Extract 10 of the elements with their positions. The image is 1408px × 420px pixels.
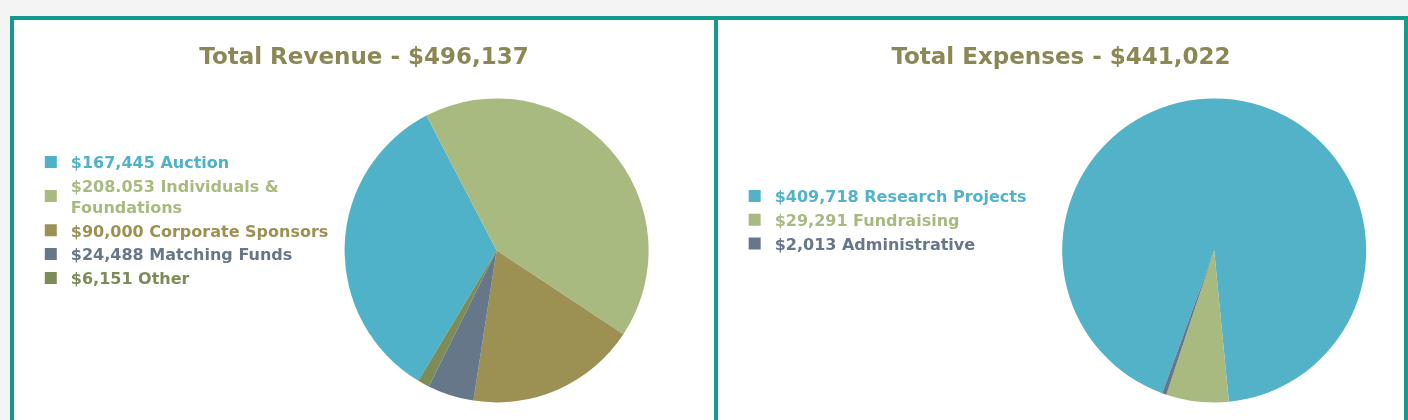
legend-label: $208.053 Individuals & Foundations [70, 176, 279, 217]
legend-label: $6,151 Other [70, 269, 190, 289]
legend-label: $2,013 Administrative [774, 234, 976, 254]
legend-label: $409,718 Research Projects [774, 187, 1027, 207]
chart-title: Total Revenue - $496,137 [199, 43, 529, 70]
legend-label: $167,445 Auction [70, 153, 230, 173]
chart-title: Total Expenses - $441,022 [891, 43, 1231, 70]
legend-label: $24,488 Matching Funds [70, 245, 293, 265]
legend-label: $29,291 Fundraising [774, 210, 960, 230]
legend-label: $90,000 Corporate Sponsors [70, 221, 329, 241]
